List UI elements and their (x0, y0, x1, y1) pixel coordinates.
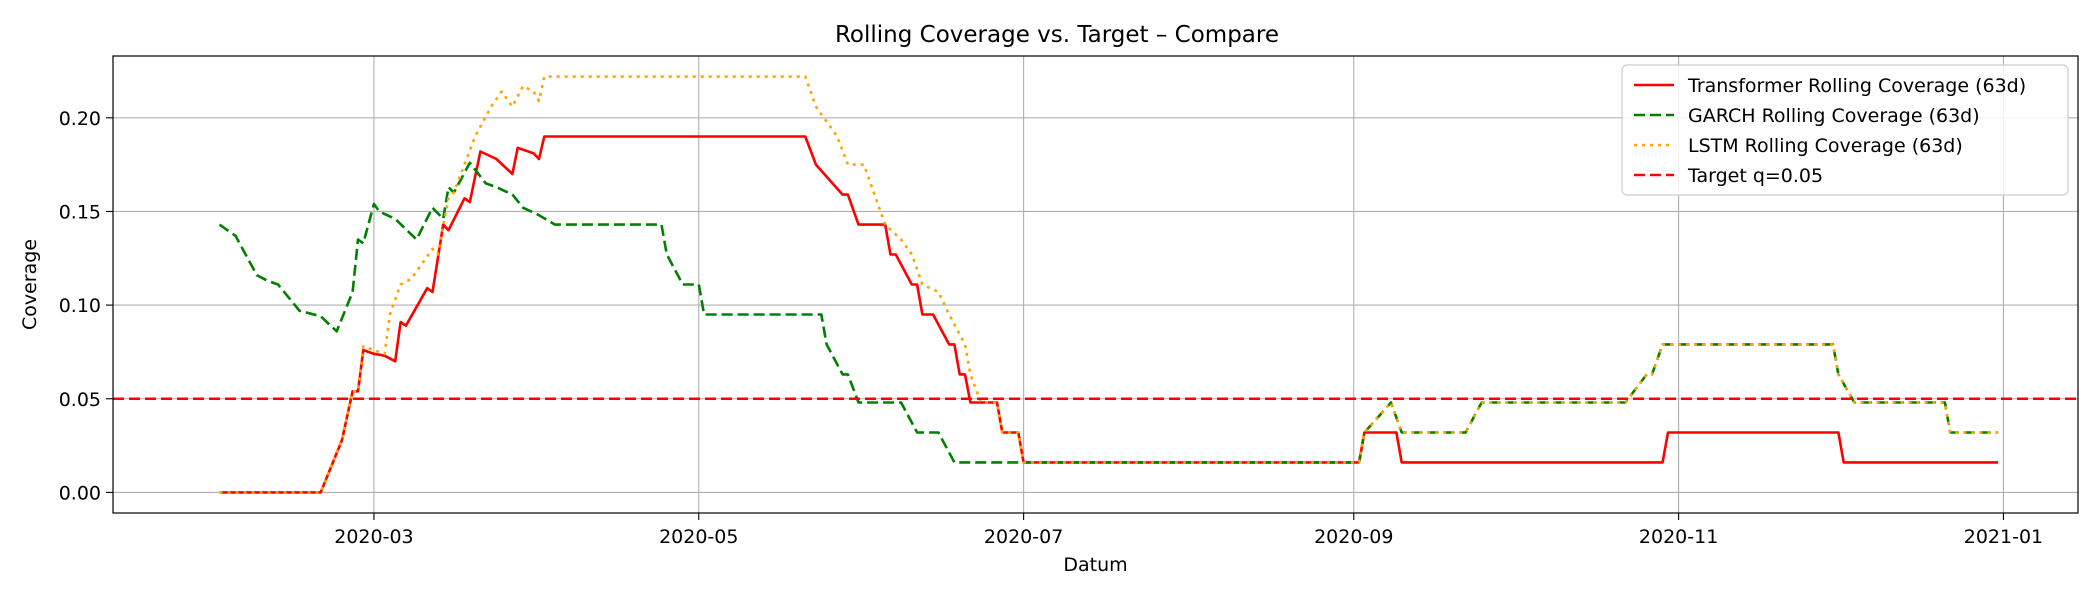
x-tick-label: 2020-11 (1639, 526, 1718, 548)
legend-label: Target q=0.05 (1687, 165, 1823, 187)
y-tick-label: 0.00 (59, 482, 101, 504)
x-tick-label: 2021-01 (1964, 526, 2043, 548)
y-tick-label: 0.20 (59, 108, 101, 130)
x-tick-label: 2020-09 (1314, 526, 1393, 548)
x-axis-label: Datum (1063, 554, 1127, 576)
y-tick-label: 0.10 (59, 295, 101, 317)
legend-label: Transformer Rolling Coverage (63d) (1687, 75, 2026, 97)
series-layer (113, 75, 2078, 494)
legend-box (1621, 64, 2069, 196)
y-tick-label: 0.05 (59, 389, 101, 411)
legend-label: LSTM Rolling Coverage (63d) (1688, 135, 1963, 157)
series-line-3 (219, 75, 1999, 494)
y-axis-label: Coverage (19, 239, 41, 330)
plot-frame (112, 55, 2079, 514)
legend-label: GARCH Rolling Coverage (63d) (1688, 105, 1980, 127)
x-tick-label: 2020-03 (334, 526, 413, 548)
x-axis: 2020-03 2020-05 2020-07 2020-09 2020-11 2021-… (334, 513, 2043, 548)
x-tick-label: 2020-07 (984, 526, 1063, 548)
series-line-2 (218, 161, 1999, 464)
y-tick-label: 0.15 (59, 201, 101, 223)
chart-title: Rolling Coverage vs. Target – Compare (835, 22, 1279, 48)
y-axis: 0.00 0.05 0.10 0.15 0.20 (59, 108, 113, 504)
x-tick-label: 2020-05 (659, 526, 738, 548)
legend: Transformer Rolling Coverage (63d) GARCH … (1621, 64, 2069, 196)
